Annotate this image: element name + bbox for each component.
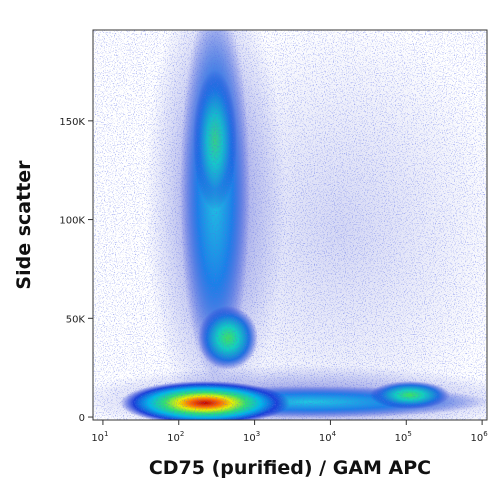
y-tick-label: 100K bbox=[59, 216, 85, 227]
x-tick-exponent: 3 bbox=[256, 430, 260, 438]
x-tick-base: 10 bbox=[91, 433, 104, 444]
x-tick-base: 10 bbox=[243, 433, 256, 444]
x-tick-base: 10 bbox=[395, 433, 408, 444]
x-tick-exponent: 6 bbox=[483, 430, 488, 438]
x-tick-exponent: 1 bbox=[104, 430, 108, 438]
y-tick-label: 150K bbox=[59, 117, 85, 128]
x-tick-exponent: 5 bbox=[407, 430, 411, 438]
x-tick-label: 101 bbox=[91, 430, 108, 444]
density-cloud bbox=[93, 30, 487, 420]
x-tick-label: 103 bbox=[243, 430, 260, 444]
x-tick-label: 105 bbox=[395, 430, 412, 444]
x-tick-base: 10 bbox=[167, 433, 180, 444]
x-tick-label: 106 bbox=[471, 430, 489, 444]
x-tick-label: 104 bbox=[319, 430, 337, 444]
y-axis-label: Side scatter bbox=[13, 160, 35, 290]
plot-frame bbox=[92, 29, 488, 421]
x-tick-label: 102 bbox=[167, 430, 184, 444]
x-tick-exponent: 2 bbox=[180, 430, 184, 438]
y-tick-label: 0 bbox=[79, 413, 85, 424]
y-tick-label: 50K bbox=[66, 314, 86, 325]
x-tick-base: 10 bbox=[471, 433, 484, 444]
x-tick-exponent: 4 bbox=[332, 430, 337, 438]
x-tick-base: 10 bbox=[319, 433, 332, 444]
x-axis-label: CD75 (purified) / GAM APC bbox=[149, 457, 431, 479]
